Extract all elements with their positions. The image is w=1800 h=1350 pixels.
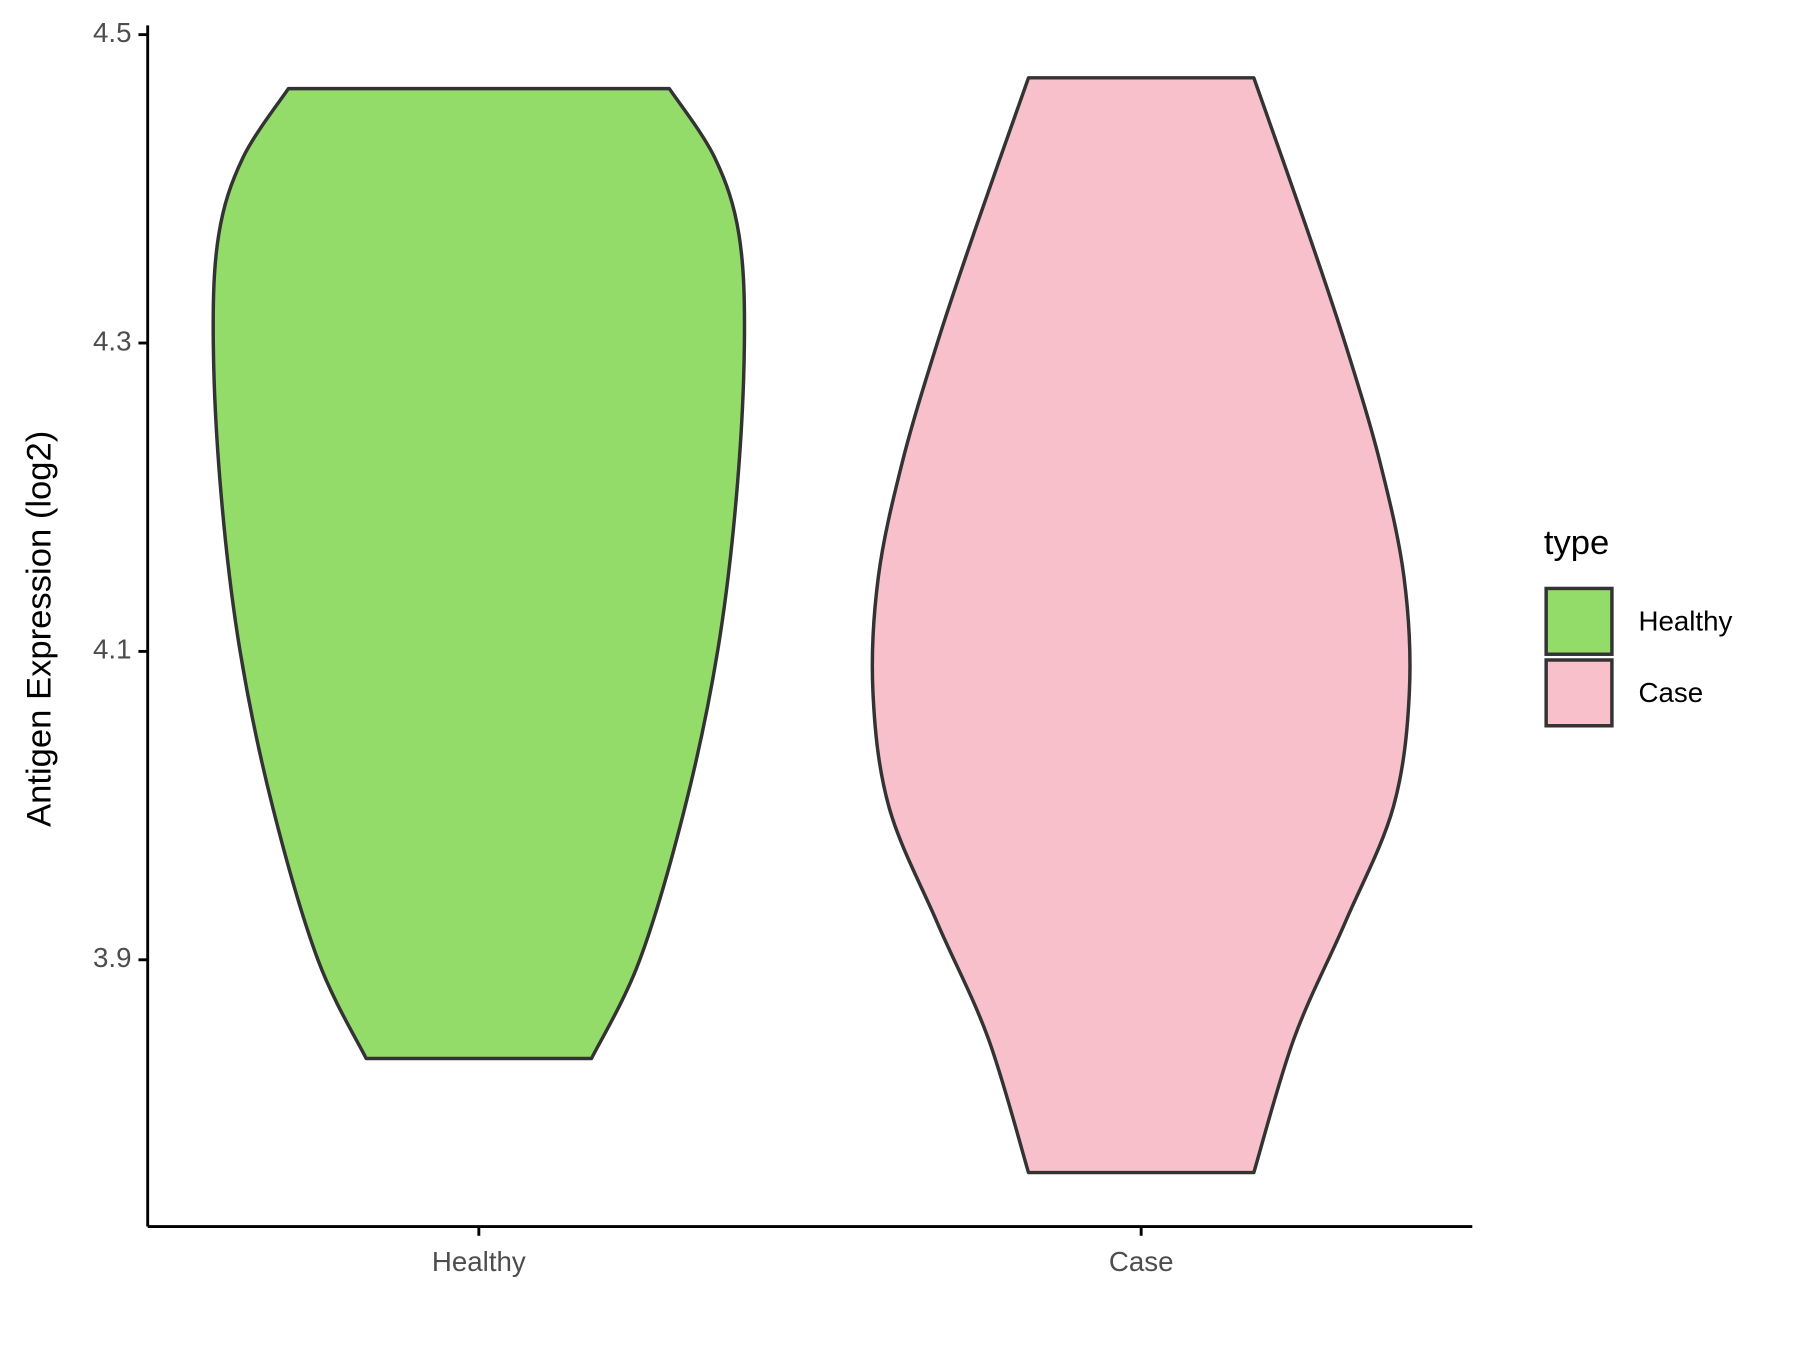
y-tick-label: 4.5 (93, 17, 132, 48)
x-tick-label: Case (1109, 1246, 1174, 1277)
y-tick-label: 4.3 (93, 325, 132, 356)
violin (870, 76, 1412, 1175)
y-axis-title: Antigen Expression (log2) (21, 431, 59, 827)
x-tick-label: Healthy (432, 1246, 526, 1277)
y-tick-label: 4.1 (93, 634, 132, 665)
legend-swatch (1544, 658, 1614, 728)
legend-label: Case (1638, 677, 1703, 708)
violin (211, 86, 747, 1061)
legend-label: Healthy (1638, 605, 1732, 636)
y-tick-label: 3.9 (93, 942, 132, 973)
legend-title: type (1544, 524, 1609, 562)
legend-swatch (1544, 586, 1614, 656)
